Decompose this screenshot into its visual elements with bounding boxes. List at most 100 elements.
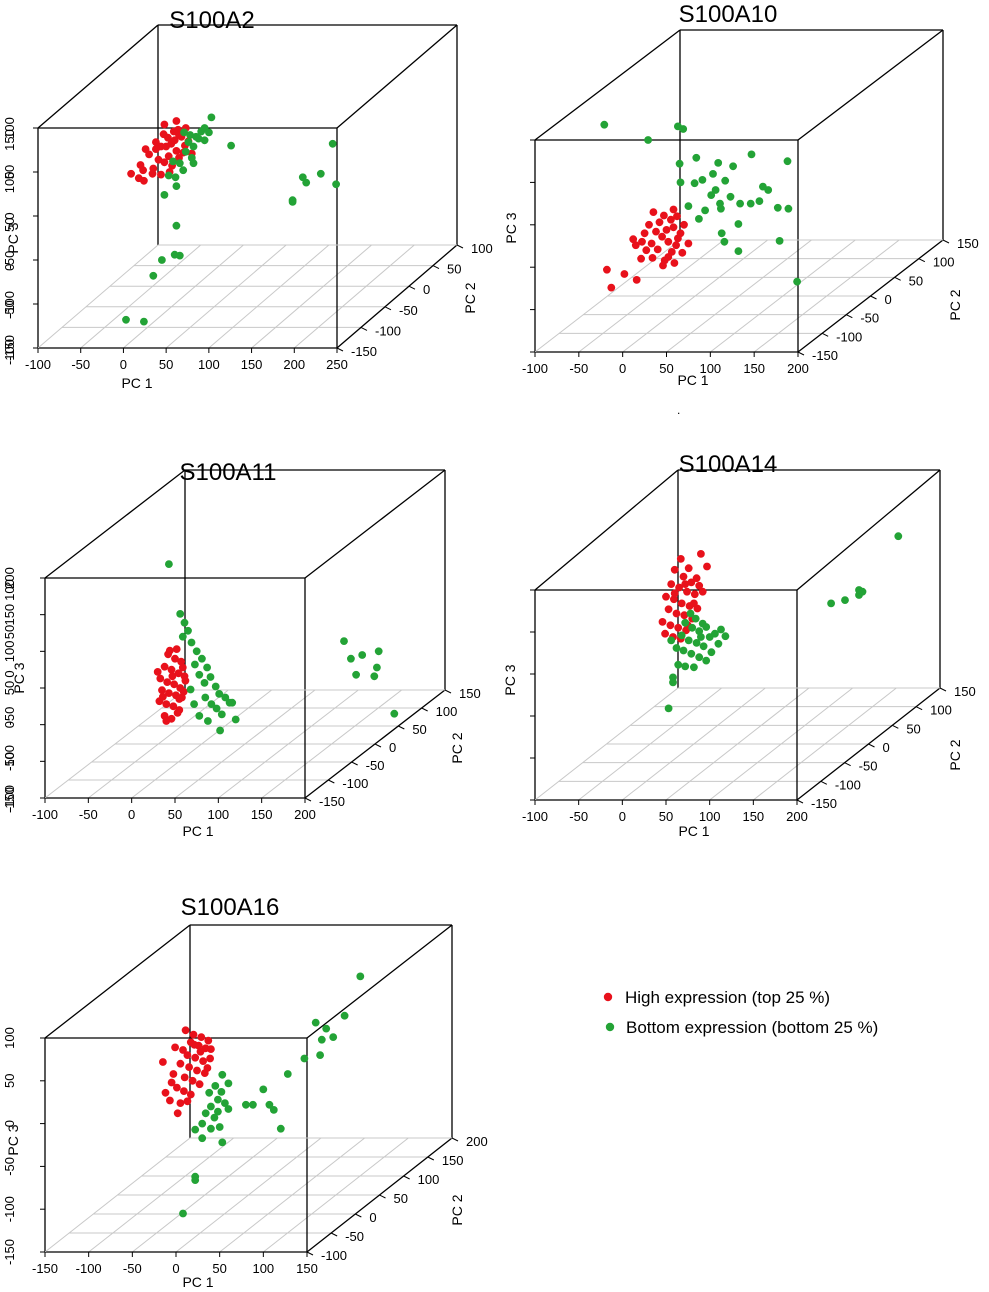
x-tick-label: 250 xyxy=(326,357,348,372)
x-tick-label: 200 xyxy=(283,357,305,372)
data-point-bottom xyxy=(231,715,240,724)
z-tick-label: -100 xyxy=(2,291,17,317)
data-point-bottom xyxy=(269,1106,278,1114)
y-tick-label: 200 xyxy=(466,1134,488,1149)
data-point-bottom xyxy=(681,618,690,627)
y-tick-label: 100 xyxy=(418,1172,440,1187)
data-point-high xyxy=(675,583,683,592)
z-axis-label: PC 3 xyxy=(5,222,21,253)
data-point-bottom xyxy=(204,717,212,725)
data-point-bottom xyxy=(189,159,198,168)
data-point-bottom xyxy=(172,182,181,191)
data-point-high xyxy=(163,678,172,686)
y-tick-label: 150 xyxy=(442,1153,464,1168)
data-point-bottom xyxy=(775,237,784,245)
data-point-bottom xyxy=(717,625,725,634)
data-point-bottom xyxy=(695,653,704,662)
data-point-bottom xyxy=(894,532,903,541)
data-point-high xyxy=(172,645,181,653)
data-point-bottom xyxy=(189,142,198,151)
data-point-high xyxy=(204,1036,213,1045)
y-tick-mark xyxy=(456,244,464,249)
data-point-bottom xyxy=(179,166,188,175)
data-point-bottom xyxy=(702,656,711,665)
data-point-high xyxy=(695,581,704,590)
data-point-high xyxy=(664,605,673,614)
floor-gridline xyxy=(666,239,812,353)
data-point-high xyxy=(206,1054,215,1063)
data-point-high xyxy=(647,239,656,248)
data-point-bottom xyxy=(755,197,764,206)
y-tick-label: 50 xyxy=(447,262,461,277)
box-edge xyxy=(37,24,159,129)
data-point-high xyxy=(690,599,698,608)
data-point-bottom xyxy=(165,560,173,568)
y-tick-mark xyxy=(918,258,926,263)
box-edge xyxy=(306,924,453,1039)
data-point-bottom xyxy=(207,1102,215,1111)
y-tick-mark xyxy=(306,1251,314,1256)
data-point-bottom xyxy=(170,250,179,259)
data-point-bottom xyxy=(734,247,743,256)
data-point-high xyxy=(698,587,707,596)
z-tick-label: 0 xyxy=(2,212,17,219)
x-tick-label: -100 xyxy=(25,357,51,372)
data-point-bottom xyxy=(227,141,236,150)
data-point-high xyxy=(603,265,611,274)
data-point-high xyxy=(203,1064,212,1072)
data-point-high xyxy=(191,1053,200,1062)
data-point-bottom xyxy=(600,120,609,129)
data-point-high xyxy=(664,237,673,246)
data-point-bottom xyxy=(172,221,181,230)
data-point-high xyxy=(156,674,165,683)
data-point-high xyxy=(195,1080,204,1089)
data-point-bottom xyxy=(858,587,867,596)
y-tick-mark xyxy=(360,326,368,331)
data-point-bottom xyxy=(721,176,730,185)
data-point-high xyxy=(658,232,666,241)
x-tick-label: 50 xyxy=(659,809,673,824)
box-edge xyxy=(44,469,186,579)
data-point-bottom xyxy=(322,1024,331,1033)
data-point-bottom xyxy=(224,1079,233,1088)
data-point-high xyxy=(692,574,701,583)
x-tick-label: -100 xyxy=(522,361,548,376)
floor-gridline xyxy=(174,689,316,799)
z-tick-label: 50 xyxy=(2,625,17,639)
y-tick-label: -150 xyxy=(351,344,377,359)
z-axis-label: PC 3 xyxy=(11,662,27,693)
data-point-high xyxy=(637,254,645,263)
data-point-high xyxy=(638,237,646,246)
data-point-high xyxy=(181,676,190,685)
data-point-high xyxy=(649,208,658,217)
data-point-high xyxy=(684,564,693,573)
data-point-bottom xyxy=(717,229,726,238)
data-point-high xyxy=(677,599,686,608)
y-tick-mark xyxy=(444,689,452,694)
data-point-bottom xyxy=(726,192,735,201)
data-point-high xyxy=(173,1109,182,1118)
data-point-bottom xyxy=(692,153,701,162)
y-tick-label: -100 xyxy=(321,1248,347,1263)
y-tick-label: -50 xyxy=(860,311,879,326)
floor-gridline xyxy=(710,239,856,353)
data-point-bottom xyxy=(690,663,698,672)
data-point-bottom xyxy=(311,1018,320,1027)
x-tick-label: 50 xyxy=(212,1261,226,1276)
data-point-high xyxy=(139,166,148,175)
data-point-high xyxy=(659,261,667,270)
data-point-high xyxy=(655,218,664,227)
data-point-high xyxy=(183,1051,192,1059)
data-point-bottom xyxy=(667,636,676,645)
data-point-high xyxy=(179,1046,187,1054)
data-point-high xyxy=(652,227,660,236)
y-tick-mark xyxy=(432,265,440,270)
data-point-bottom xyxy=(207,700,216,708)
data-point-high xyxy=(676,555,685,563)
z-tick-label: -100 xyxy=(2,339,17,365)
y-tick-mark xyxy=(915,706,923,711)
data-point-bottom xyxy=(697,633,705,641)
box-edge xyxy=(336,24,458,129)
y-tick-label: -150 xyxy=(811,796,837,811)
